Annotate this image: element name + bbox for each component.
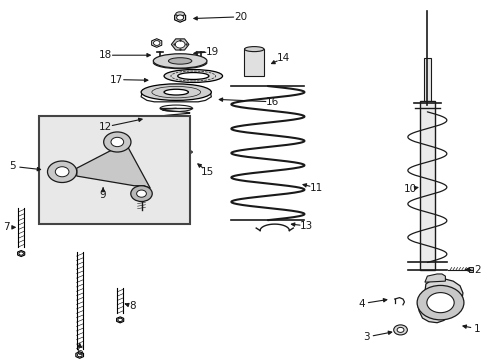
Ellipse shape <box>175 12 184 16</box>
Text: 4: 4 <box>358 299 364 309</box>
Text: 8: 8 <box>129 301 135 311</box>
Polygon shape <box>174 13 185 22</box>
Circle shape <box>396 327 403 332</box>
Ellipse shape <box>168 58 191 64</box>
Ellipse shape <box>141 84 211 100</box>
Text: 5: 5 <box>10 161 16 171</box>
Circle shape <box>426 293 453 313</box>
Polygon shape <box>424 274 445 282</box>
Polygon shape <box>468 267 472 272</box>
Ellipse shape <box>244 46 264 51</box>
Circle shape <box>55 167 69 177</box>
Ellipse shape <box>163 89 188 95</box>
Ellipse shape <box>177 73 208 80</box>
Bar <box>423 58 429 105</box>
Text: 14: 14 <box>276 53 289 63</box>
Text: 20: 20 <box>234 12 246 22</box>
Bar <box>39 116 189 224</box>
Circle shape <box>77 353 82 357</box>
Text: 17: 17 <box>110 75 123 85</box>
Text: 16: 16 <box>265 97 279 107</box>
Text: 2: 2 <box>473 265 480 275</box>
Circle shape <box>393 325 407 335</box>
Polygon shape <box>116 317 123 323</box>
Text: 15: 15 <box>201 167 214 177</box>
Text: 12: 12 <box>99 122 112 132</box>
Text: 19: 19 <box>206 46 219 57</box>
Text: 9: 9 <box>100 190 106 200</box>
Ellipse shape <box>153 54 206 68</box>
Circle shape <box>130 186 152 202</box>
Polygon shape <box>171 39 188 50</box>
Circle shape <box>175 41 184 48</box>
Text: 18: 18 <box>99 50 112 60</box>
Bar <box>244 49 264 76</box>
Polygon shape <box>76 352 83 358</box>
Circle shape <box>153 41 160 45</box>
Text: 11: 11 <box>309 183 323 193</box>
Text: 3: 3 <box>363 332 369 342</box>
Circle shape <box>416 285 463 320</box>
Bar <box>419 101 434 270</box>
Polygon shape <box>18 251 25 257</box>
Text: 13: 13 <box>300 221 313 231</box>
Polygon shape <box>151 39 162 47</box>
Circle shape <box>103 132 131 152</box>
Polygon shape <box>77 145 150 188</box>
Circle shape <box>118 318 122 321</box>
Circle shape <box>176 15 183 20</box>
Text: 10: 10 <box>403 184 416 194</box>
Circle shape <box>136 190 146 197</box>
Circle shape <box>111 137 123 147</box>
Circle shape <box>19 252 23 255</box>
Text: 6: 6 <box>76 347 83 357</box>
Ellipse shape <box>163 69 222 82</box>
Text: 7: 7 <box>3 222 10 232</box>
Text: 1: 1 <box>473 324 480 334</box>
Polygon shape <box>417 279 462 323</box>
Circle shape <box>47 161 77 183</box>
